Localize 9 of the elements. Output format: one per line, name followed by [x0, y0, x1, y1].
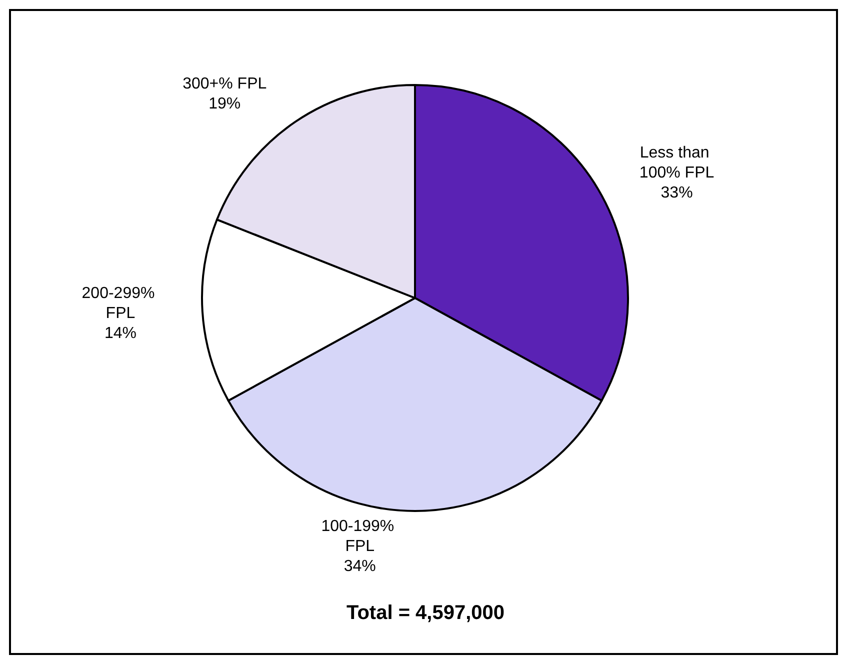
slice-label: 300+% FPL [182, 76, 267, 93]
text: Total = 4,597,000 [346, 602, 505, 624]
slice-label: Less than 100% FPL [639, 144, 714, 182]
data-label: 34% [344, 558, 376, 576]
data-label: 14% [104, 324, 136, 342]
data-label: 33% [660, 184, 693, 202]
data-label: 19% [208, 96, 241, 113]
slice-label: 100-199% FPL [321, 518, 399, 556]
slice-label: 200-299% FPL [82, 284, 160, 322]
